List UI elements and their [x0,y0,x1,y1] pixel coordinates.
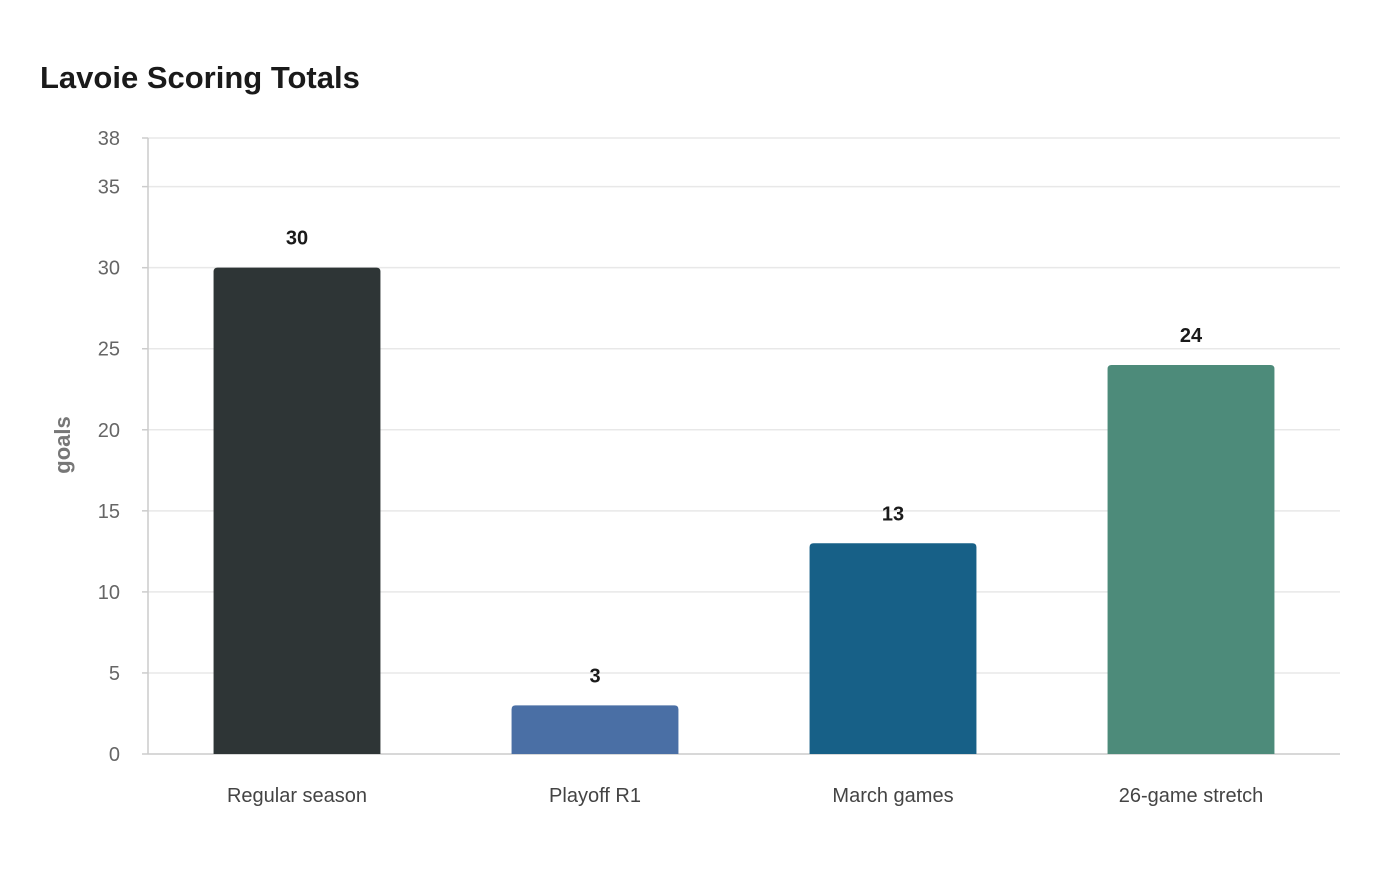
data-label: 13 [882,503,904,525]
x-tick-label: Regular season [227,785,367,807]
y-tick-label: 20 [98,420,120,442]
bar [511,705,679,754]
bar [1107,364,1275,754]
x-tick-label: March games [832,785,953,807]
chart-title: Lavoie Scoring Totals [40,60,360,95]
x-tick-label: 26-game stretch [1119,785,1264,807]
bar [213,267,381,754]
y-axis-title: goals [50,416,75,473]
y-tick-label: 25 [98,339,120,361]
bar [809,543,977,754]
y-tick-label: 10 [98,582,120,604]
y-tick-label: 35 [98,177,120,199]
data-label: 3 [589,665,600,687]
data-label: 30 [286,228,308,250]
bars [213,267,1275,754]
y-tick-label: 5 [109,663,120,685]
y-tick-label: 30 [98,258,120,280]
labels: 0 5 10 15 20 25 30 35 38 30 Regular season 3 Playoff… [98,128,1264,807]
x-tick-label: Playoff R1 [549,785,641,807]
y-tick-label: 0 [109,744,120,766]
y-tick-label: 38 [98,128,120,150]
y-tick-label: 15 [98,501,120,523]
data-label: 24 [1180,325,1203,347]
